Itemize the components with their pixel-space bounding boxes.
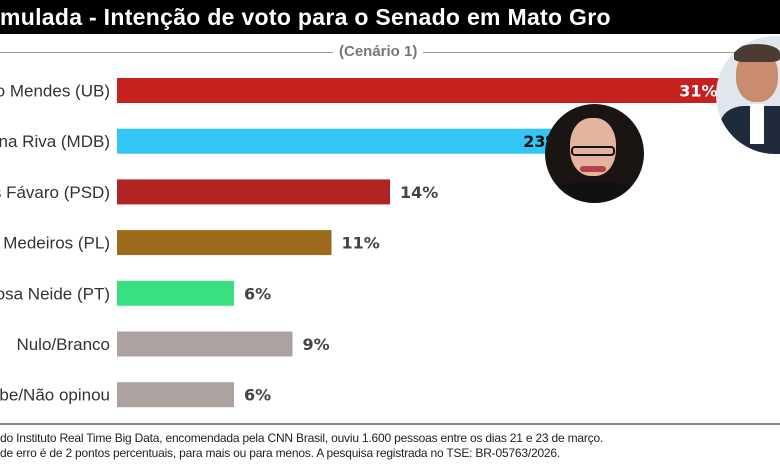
candidate-photo-woman — [545, 104, 644, 203]
category-label: o Mendes (UB) — [0, 82, 110, 101]
bar — [117, 331, 293, 357]
value-label: 31% — [679, 82, 717, 101]
chart-title: mulada - Intenção de voto para o Senado … — [0, 0, 780, 34]
bar-chart: o Mendes (UB)31%na Riva (MDB)23%os Fávar… — [0, 78, 722, 408]
bar — [117, 78, 722, 103]
category-label: osa Neide (PT) — [0, 284, 110, 303]
footer-divider — [0, 423, 780, 425]
category-label: na Riva (MDB) — [0, 132, 110, 151]
bar — [117, 179, 390, 205]
value-label: 9% — [303, 335, 330, 354]
bar — [117, 382, 234, 408]
value-label: 6% — [244, 284, 271, 303]
chart-subtitle: (Cenário 1) — [333, 43, 424, 60]
candidate-photo-man — [716, 36, 780, 154]
category-label: abe/Não opinou — [0, 386, 110, 405]
category-label: Medeiros (PL) — [3, 234, 110, 253]
value-label: 14% — [400, 183, 438, 202]
bar — [117, 128, 566, 154]
bar — [117, 230, 332, 256]
category-label: Nulo/Branco — [16, 335, 110, 354]
value-label: 11% — [342, 234, 380, 253]
value-label: 6% — [244, 386, 271, 405]
bar — [117, 280, 234, 306]
footer-margin: de erro é de 2 pontos percentuais, para … — [0, 446, 561, 460]
footer-source: do Instituto Real Time Big Data, encomen… — [0, 431, 604, 445]
category-label: os Fávaro (PSD) — [0, 183, 110, 202]
